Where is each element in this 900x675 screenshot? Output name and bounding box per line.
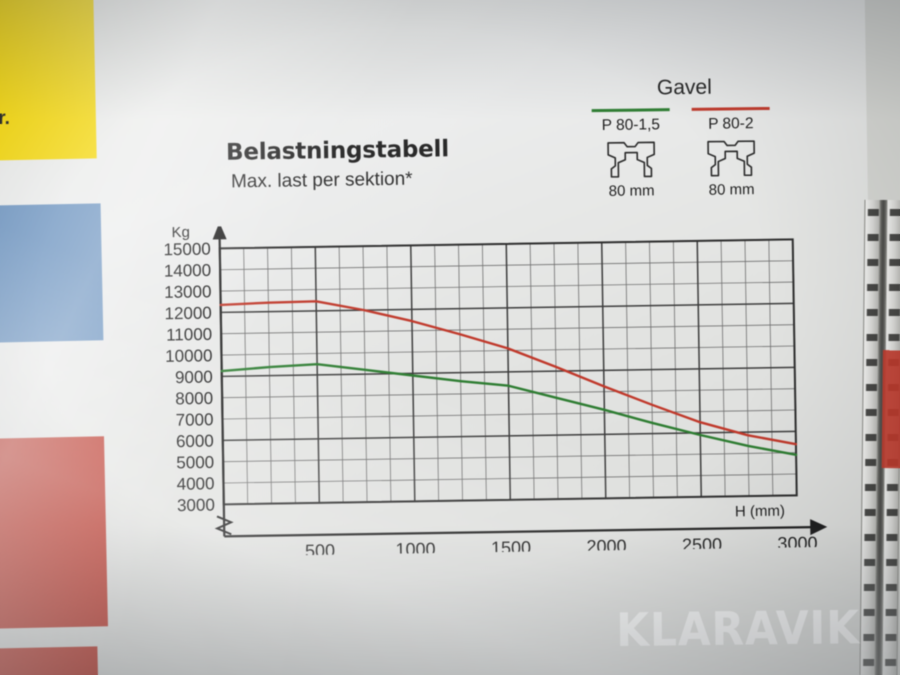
side-panel-red-secondary xyxy=(0,646,99,675)
side-panel-yellow-line1: nde: xyxy=(0,22,100,46)
legend-label-p80-1-5: P 80-1,5 xyxy=(601,116,661,134)
y-tick-7000: 7000 xyxy=(176,410,214,430)
load-capacity-line-chart: 3000400050006000700080009000100001100012… xyxy=(163,222,828,557)
legend-color-swatch-green xyxy=(591,108,670,113)
y-axis-label: Kg xyxy=(171,224,190,241)
side-panel-blue xyxy=(0,203,104,344)
x-axis-label: H (mm) xyxy=(735,503,785,521)
y-tick-9000: 9000 xyxy=(175,368,213,388)
profile-cross-section-icon xyxy=(707,140,755,177)
chart-subtitle: Max. last per sektion* xyxy=(230,168,413,193)
chart-legend: Gavel P 80-1,5 80 mm P 80-2 80 mm xyxy=(587,75,778,200)
y-tick-14000: 14000 xyxy=(164,261,212,281)
y-tick-8000: 8000 xyxy=(175,389,213,409)
y-tick-5000: 5000 xyxy=(176,453,214,473)
y-tick-13000: 13000 xyxy=(164,282,212,302)
y-tick-15000: 15000 xyxy=(163,240,211,260)
legend-entry-p80-1-5: P 80-1,5 80 mm xyxy=(588,108,675,200)
grid-major xyxy=(218,238,798,506)
y-tick-10000: 10000 xyxy=(165,346,213,366)
chart-title: Belastningstabell xyxy=(225,136,450,166)
legend-label-p80-2: P 80-2 xyxy=(708,115,754,133)
y-tick-11000: 11000 xyxy=(166,325,212,345)
y-tick-12000: 12000 xyxy=(164,304,212,324)
pallet-rack-upright xyxy=(859,199,900,675)
y-axis-tick-labels: 3000400050006000700080009000100001100012… xyxy=(163,240,215,516)
side-panel-blue-text: ENS xyxy=(0,276,102,299)
legend-entry-p80-2: P 80-2 80 mm xyxy=(688,106,775,199)
side-panel-red-text: s xyxy=(0,516,104,538)
y-tick-3000: 3000 xyxy=(177,495,215,515)
profile-cross-section-icon xyxy=(607,141,656,178)
y-tick-6000: 6000 xyxy=(176,432,214,452)
y-tick-4000: 4000 xyxy=(177,474,215,494)
side-panel-yellow-line2: onenter. xyxy=(0,108,10,129)
post-red-label xyxy=(881,350,900,469)
legend-title: Gavel xyxy=(656,75,712,100)
legend-dimension-p80-1-5: 80 mm xyxy=(608,182,655,200)
legend-color-swatch-red xyxy=(691,106,770,111)
legend-dimension-p80-2: 80 mm xyxy=(708,181,755,199)
chart-plot-area: 3000 4000 5000 6000 7000 8000 9000 10000 11000 12… xyxy=(147,217,852,557)
